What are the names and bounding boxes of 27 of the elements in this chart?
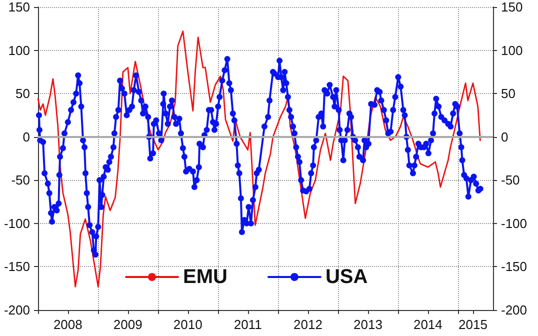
x-tick-label: 2008 <box>53 317 82 332</box>
x-tick-label: 2012 <box>294 317 322 332</box>
y2-tick-label: -200 <box>501 302 528 318</box>
legend-label: USA <box>325 266 368 288</box>
y-tick-label: 0 <box>22 129 30 144</box>
y2-tick-label: -150 <box>501 259 528 274</box>
y-tick-label: 100 <box>8 42 30 58</box>
line-series <box>37 30 481 288</box>
x-tick-label: 2014 <box>413 317 442 332</box>
x-tick-label: 2013 <box>353 317 382 332</box>
y2-tick-label: 0 <box>501 129 508 144</box>
x-tick-label: 2009 <box>113 317 142 332</box>
y-tick-label: -100 <box>4 216 30 231</box>
y-tick-label: 150 <box>8 0 30 14</box>
y-tick-label: -200 <box>4 302 30 318</box>
y-tick-label: -50 <box>11 172 30 188</box>
y2-tick-label: -100 <box>501 216 528 231</box>
y2-tick-label: 150 <box>501 0 523 14</box>
y-tick-label: 50 <box>16 86 30 102</box>
y-tick-label: -150 <box>4 259 30 274</box>
y2-tick-label: 50 <box>501 86 516 102</box>
y2-tick-label: 100 <box>501 42 523 58</box>
y2-tick-label: -50 <box>501 172 520 188</box>
x-tick-label: 2015 <box>458 317 488 332</box>
x-tick-label: 2011 <box>234 317 262 332</box>
legend-label: EMU <box>183 266 228 288</box>
x-tick-label: 2010 <box>173 317 202 332</box>
